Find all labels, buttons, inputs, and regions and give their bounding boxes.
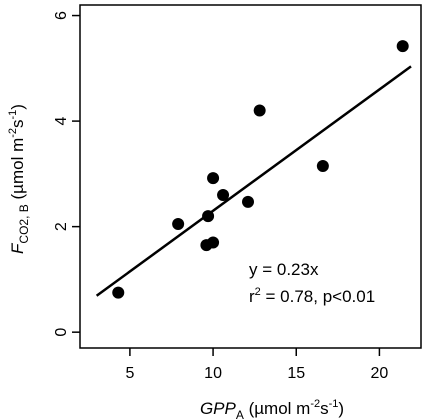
data-point [396, 40, 409, 53]
data-point [112, 286, 125, 299]
x-tick-label: 20 [371, 365, 389, 382]
x-tick-label: 15 [287, 365, 305, 382]
data-point [242, 195, 255, 208]
y-tick-label: 2 [53, 222, 70, 231]
equation-label: y = 0.23x [249, 260, 319, 279]
data-point [217, 188, 230, 201]
plot-frame [79, 4, 422, 349]
data-point [316, 159, 329, 172]
data-point [202, 210, 215, 223]
y-tick-label: 4 [53, 117, 70, 126]
y-tick-label: 0 [53, 328, 70, 337]
y-tick-label: 6 [53, 11, 70, 20]
y-axis-label: FCO2, B (µmol m-2s-1) [7, 104, 31, 254]
x-tick-label: 5 [125, 365, 134, 382]
x-axis: 5 10 15 20 [125, 348, 388, 382]
data-point [207, 172, 220, 185]
x-tick-label: 10 [204, 365, 222, 382]
data-point [253, 104, 266, 117]
data-point [207, 236, 220, 249]
y-axis: 0 2 4 6 [53, 11, 80, 337]
regression-line [95, 65, 412, 297]
data-points [112, 40, 409, 299]
x-axis-label: GPPA (µmol m-2s-1) [200, 398, 344, 420]
stats-label: r2 = 0.78, p<0.01 [249, 286, 375, 306]
data-point [172, 217, 185, 230]
